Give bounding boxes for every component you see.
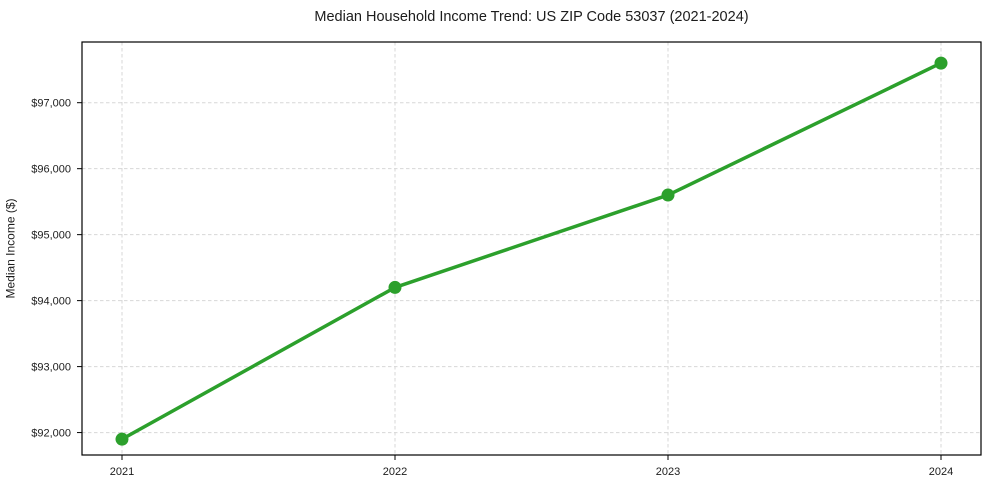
x-tick-label: 2024: [929, 466, 953, 478]
y-tick-label: $92,000: [31, 428, 71, 440]
data-point-marker: [388, 280, 402, 294]
y-tick-label: $97,000: [31, 98, 71, 110]
data-point-marker: [661, 188, 675, 202]
chart-title: Median Household Income Trend: US ZIP Co…: [314, 9, 748, 25]
data-point-marker: [115, 432, 129, 446]
y-tick-label: $95,000: [31, 230, 71, 242]
data-point-marker: [934, 56, 948, 70]
y-tick-label: $93,000: [31, 362, 71, 374]
trend-line: [120, 61, 943, 441]
axes: $92,000 $93,000 $94,000 $95,000 $96,000 $97,0…: [31, 41, 982, 478]
x-tick-label: 2021: [110, 466, 134, 478]
x-tick-label: 2022: [383, 466, 407, 478]
plot-frame: [81, 41, 982, 456]
gridlines: [82, 42, 981, 455]
x-tick-label: 2023: [656, 466, 680, 478]
y-axis-label: Median Income ($): [4, 198, 18, 298]
y-tick-label: $96,000: [31, 164, 71, 176]
data-series: [115, 56, 948, 446]
y-tick-label: $94,000: [31, 296, 71, 308]
